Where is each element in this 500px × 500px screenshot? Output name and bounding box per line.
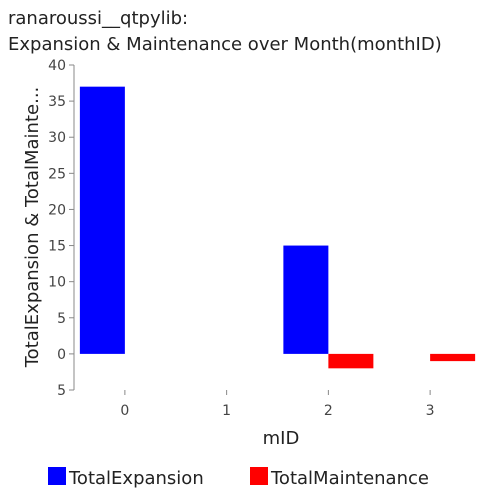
x-tick-label: 3 — [426, 403, 435, 419]
bar-totalexpansion-0 — [79, 86, 125, 354]
legend-label-totalmaintenance: TotalMaintenance — [270, 468, 429, 489]
y-tick-label: 20 — [48, 202, 66, 218]
y-tick-label: 5 — [57, 383, 66, 399]
bar-totalexpansion-2 — [283, 245, 329, 354]
x-tick-label: 2 — [324, 403, 333, 419]
y-tick-label: 25 — [48, 166, 66, 182]
y-tick-label: 40 — [48, 58, 66, 74]
y-tick-label: 15 — [48, 239, 66, 255]
legend-swatch-totalexpansion — [48, 467, 66, 485]
x-axis: 0 1 2 3 — [120, 390, 435, 419]
legend-label-totalexpansion: TotalExpansion — [68, 468, 204, 489]
x-tick-label: 1 — [222, 403, 231, 419]
y-axis: 40 35 30 25 20 15 10 5 0 5 — [48, 58, 75, 399]
y-axis-title: TotalExpansion & TotalMainte... — [22, 87, 43, 369]
bar-totalmaintenance-3 — [430, 353, 476, 362]
bars — [79, 86, 476, 369]
x-tick-label: 0 — [120, 403, 129, 419]
x-axis-title: mID — [263, 428, 300, 449]
y-tick-label: 10 — [48, 275, 66, 291]
chart-title-line-1: ranaroussi__qtpylib: — [8, 8, 189, 29]
y-tick-label: 0 — [57, 347, 66, 363]
y-tick-label: 30 — [48, 130, 66, 146]
chart-title-line-2: Expansion & Maintenance over Month(month… — [8, 34, 442, 55]
legend-swatch-totalmaintenance — [250, 467, 268, 485]
y-tick-label: 5 — [57, 311, 66, 327]
bar-totalmaintenance-2 — [328, 353, 374, 369]
legend: TotalExpansion TotalMaintenance — [48, 467, 429, 489]
y-tick-label: 35 — [48, 94, 66, 110]
